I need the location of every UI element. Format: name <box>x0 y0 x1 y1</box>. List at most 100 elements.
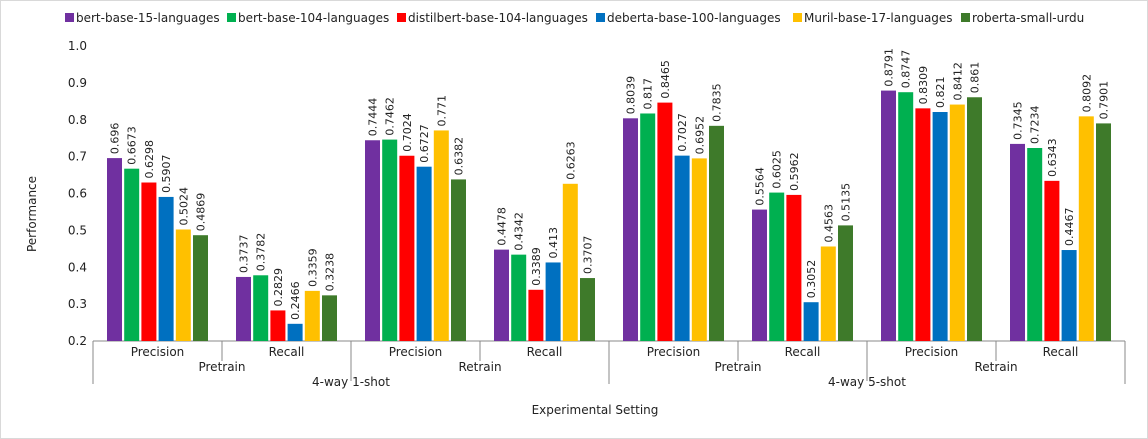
legend-label-3: distilbert-base-104-languages <box>408 11 588 25</box>
bar-1-cat-2 <box>236 276 251 341</box>
bar-2-cat-1 <box>124 168 140 341</box>
data-label: 0.7444 <box>367 98 380 137</box>
y-tick-label: 0.5 <box>68 223 87 237</box>
bar-5-cat-8 <box>1078 116 1094 341</box>
legend-swatch-4 <box>596 13 605 22</box>
data-label: 0.8465 <box>659 60 672 99</box>
bar-6-cat-7 <box>967 97 982 341</box>
bar-3-cat-2 <box>270 310 286 341</box>
y-tick-label: 1.0 <box>68 39 87 53</box>
data-label: 0.5024 <box>177 187 190 226</box>
data-label: 0.6263 <box>564 141 577 180</box>
bar-6-cat-2 <box>322 295 337 341</box>
x-category-label: Precision <box>131 345 185 359</box>
bar-6-cat-5 <box>709 125 724 341</box>
legend-label-4: deberta-base-100-languages <box>607 11 781 25</box>
data-label: 0.861 <box>969 62 982 94</box>
data-label: 0.4563 <box>822 204 835 243</box>
bar-3-cat-5 <box>657 102 673 342</box>
data-label: 0.5564 <box>754 167 767 206</box>
bar-5-cat-1 <box>175 229 191 341</box>
data-label: 0.3707 <box>582 236 595 275</box>
x-setting-label: 4-way 1-shot <box>312 375 390 389</box>
x-group-label: Retrain <box>974 360 1017 374</box>
data-label: 0.6727 <box>418 124 431 163</box>
bar-4-cat-8 <box>1061 250 1077 341</box>
legend-swatch-6 <box>961 13 970 22</box>
bar-4-cat-2 <box>287 323 303 341</box>
data-label: 0.3359 <box>306 248 319 287</box>
data-label: 0.3389 <box>530 247 543 286</box>
data-label: 0.2829 <box>272 268 285 307</box>
bar-2-cat-8 <box>1027 147 1043 341</box>
y-tick-label: 0.9 <box>68 76 87 90</box>
data-label: 0.7901 <box>1098 81 1111 120</box>
data-label: 0.3052 <box>805 260 818 299</box>
bar-1-cat-1 <box>107 158 122 341</box>
y-tick-label: 0.7 <box>68 150 87 164</box>
data-label: 0.6343 <box>1046 138 1059 177</box>
data-label: 0.3737 <box>238 234 251 273</box>
bar-1-cat-6 <box>752 209 767 341</box>
bar-3-cat-4 <box>528 289 544 341</box>
bar-2-cat-6 <box>769 192 785 341</box>
data-label: 0.3782 <box>255 233 268 272</box>
bar-2-cat-3 <box>382 139 398 341</box>
x-setting-label: 4-way 5-shot <box>828 375 906 389</box>
bar-2-cat-7 <box>898 92 914 341</box>
bar-3-cat-8 <box>1044 180 1060 341</box>
data-label: 0.5907 <box>160 154 173 193</box>
x-axis-title: Experimental Setting <box>532 403 659 417</box>
bar-5-cat-5 <box>691 158 707 341</box>
data-labels: 0.696 0.6673 0.6298 0.5907 0.5024 0.4869 0.373… <box>109 48 1111 320</box>
bar-3-cat-7 <box>915 108 931 341</box>
bar-1-cat-8 <box>1010 143 1025 341</box>
bar-6-cat-1 <box>193 235 208 341</box>
legend-swatch-5 <box>793 13 802 22</box>
data-label: 0.7234 <box>1029 105 1042 144</box>
data-label: 0.8412 <box>951 62 964 101</box>
bar-4-cat-6 <box>803 302 819 341</box>
legend-label-1: bert-base-15-languages <box>76 11 220 25</box>
data-label: 0.6673 <box>126 126 139 165</box>
bar-4-cat-7 <box>932 112 948 341</box>
data-label: 0.7345 <box>1012 101 1025 140</box>
y-tick-label: 0.8 <box>68 113 87 127</box>
x-category-label: Precision <box>389 345 443 359</box>
data-label: 0.7024 <box>401 113 414 152</box>
y-tick-label: 0.3 <box>68 297 87 311</box>
legend-swatch-2 <box>227 13 236 22</box>
bar-6-cat-6 <box>838 225 853 341</box>
y-tick-label: 0.4 <box>68 260 87 274</box>
data-label: 0.7462 <box>384 97 397 136</box>
data-label: 0.696 <box>109 123 122 155</box>
bar-1-cat-5 <box>623 118 638 341</box>
bar-4-cat-4 <box>545 262 561 341</box>
legend-label-6: roberta-small-urdu <box>972 11 1084 25</box>
x-category-label: Recall <box>1043 345 1079 359</box>
bar-5-cat-6 <box>820 246 836 341</box>
legend: bert-base-15-languages bert-base-104-lang… <box>65 11 1084 25</box>
x-category-label: Recall <box>785 345 821 359</box>
bar-3-cat-1 <box>141 182 157 341</box>
y-tick-label: 0.6 <box>68 187 87 201</box>
data-label: 0.7835 <box>711 83 724 122</box>
bar-3-cat-3 <box>399 155 415 341</box>
data-label: 0.2466 <box>289 281 302 320</box>
bar-6-cat-3 <box>451 179 466 341</box>
data-label: 0.6382 <box>453 137 466 176</box>
bar-2-cat-4 <box>511 254 527 341</box>
x-category-label: Precision <box>905 345 959 359</box>
bar-4-cat-1 <box>158 196 174 341</box>
legend-swatch-3 <box>397 13 406 22</box>
bar-4-cat-5 <box>674 155 690 341</box>
x-category-label: Recall <box>269 345 305 359</box>
bar-1-cat-4 <box>494 249 509 341</box>
data-label: 0.4869 <box>195 193 208 232</box>
x-group-label: Pretrain <box>714 360 761 374</box>
bars <box>107 90 1111 342</box>
axes: 0.2 0.3 0.4 0.5 0.6 0.7 0.8 0.9 1.0 Precision Reca… <box>68 39 1126 389</box>
data-label: 0.8791 <box>883 48 896 87</box>
legend-swatch-1 <box>65 13 74 22</box>
